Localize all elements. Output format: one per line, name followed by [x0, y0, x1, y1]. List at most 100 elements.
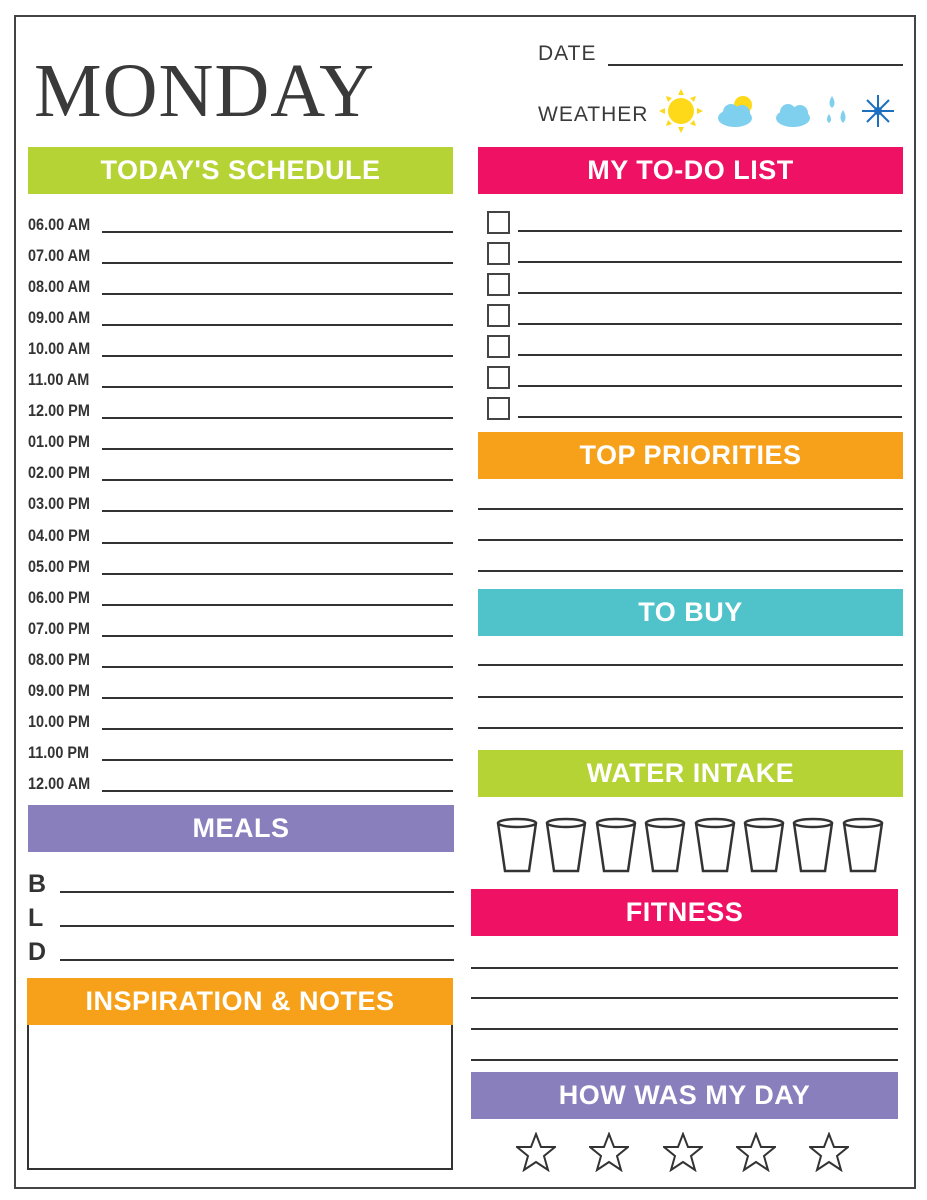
schedule-line[interactable] [102, 479, 453, 482]
star-icon[interactable] [809, 1132, 850, 1172]
partly-cloudy-icon[interactable] [718, 96, 752, 127]
priority-line[interactable] [478, 570, 903, 572]
weather-label: WEATHER [538, 103, 649, 126]
schedule-line[interactable] [102, 510, 453, 513]
schedule-time-label: 09.00 AM [28, 308, 91, 328]
fitness-header: FITNESS [471, 889, 898, 936]
schedule-time-label: 04.00 PM [28, 525, 90, 545]
water-glass-icon[interactable] [792, 815, 836, 875]
schedule-time-label: 12.00 PM [28, 401, 90, 421]
schedule-line[interactable] [102, 417, 453, 420]
page-title: MONDAY [34, 49, 376, 133]
water-glass-icon[interactable] [694, 815, 738, 875]
to-buy-line[interactable] [478, 696, 903, 698]
schedule-line[interactable] [102, 572, 453, 575]
schedule-line[interactable] [102, 386, 453, 389]
date-field[interactable] [608, 64, 903, 66]
fitness-line[interactable] [471, 997, 898, 999]
todo-checkbox[interactable] [487, 242, 510, 265]
schedule-line[interactable] [102, 293, 453, 296]
snowflake-icon[interactable] [862, 95, 894, 127]
schedule-line[interactable] [102, 541, 453, 544]
schedule-time-label: 08.00 AM [28, 277, 91, 297]
todo-checkbox[interactable] [487, 366, 510, 389]
schedule-line[interactable] [102, 231, 453, 233]
schedule-time-label: 07.00 AM [28, 246, 91, 266]
meals-header: MEALS [28, 805, 454, 852]
weather-icons [659, 89, 894, 133]
date-label: DATE [538, 42, 597, 65]
to-buy-header: TO BUY [478, 589, 903, 636]
schedule-line[interactable] [102, 758, 453, 761]
todo-line[interactable] [518, 261, 902, 263]
schedule-header: TODAY'S SCHEDULE [28, 147, 453, 194]
priority-line[interactable] [478, 508, 903, 510]
todo-checkbox[interactable] [487, 335, 510, 358]
fitness-line[interactable] [471, 1028, 898, 1030]
sun-icon[interactable] [659, 89, 703, 133]
water-glass-icon[interactable] [842, 815, 886, 875]
schedule-time-label: 11.00 PM [28, 742, 90, 762]
water-glass-icon[interactable] [743, 815, 787, 875]
meal-line[interactable] [60, 925, 454, 927]
todo-line[interactable] [518, 385, 902, 387]
todo-line[interactable] [518, 416, 902, 418]
schedule-line[interactable] [102, 696, 453, 699]
water-glass-icon[interactable] [496, 815, 540, 875]
todo-line[interactable] [518, 292, 902, 294]
notes-box[interactable] [27, 1025, 453, 1170]
todo-checkbox[interactable] [487, 304, 510, 327]
schedule-time-label: 03.00 PM [28, 494, 90, 514]
schedule-time-label: 06.00 PM [28, 587, 90, 607]
to-buy-line[interactable] [478, 664, 903, 666]
water-glass-icon[interactable] [644, 815, 688, 875]
schedule-time-label: 10.00 PM [28, 711, 90, 731]
schedule-time-label: 09.00 PM [28, 680, 90, 700]
meal-label: L [28, 904, 44, 932]
priorities-header: TOP PRIORITIES [478, 432, 903, 479]
day-rating-header: HOW WAS MY DAY [471, 1072, 898, 1119]
meal-line[interactable] [60, 891, 454, 893]
notes-header: INSPIRATION & NOTES [27, 978, 453, 1025]
todo-line[interactable] [518, 354, 902, 356]
schedule-time-label: 10.00 AM [28, 339, 91, 359]
schedule-line[interactable] [102, 448, 453, 451]
schedule-time-label: 06.00 AM [28, 215, 91, 234]
schedule-line[interactable] [102, 727, 453, 730]
schedule-line[interactable] [102, 324, 453, 327]
fitness-line[interactable] [471, 967, 898, 969]
schedule-time-label: 02.00 PM [28, 463, 90, 483]
schedule-time-label: 05.00 PM [28, 556, 90, 576]
meal-label: D [28, 938, 47, 966]
meal-line[interactable] [60, 959, 454, 961]
todo-checkbox[interactable] [487, 397, 510, 420]
schedule-line[interactable] [102, 355, 453, 358]
schedule-time-label: 08.00 PM [28, 649, 90, 669]
star-icon[interactable] [662, 1132, 703, 1172]
star-icon[interactable] [516, 1132, 556, 1172]
rain-icon[interactable] [827, 96, 846, 123]
todo-header: MY TO-DO LIST [478, 147, 903, 194]
cloud-icon[interactable] [776, 104, 810, 127]
todo-checkbox[interactable] [487, 273, 510, 296]
water-glass-icon[interactable] [545, 815, 589, 875]
todo-line[interactable] [518, 323, 902, 325]
schedule-line[interactable] [102, 603, 453, 606]
schedule-time-label: 01.00 PM [28, 432, 90, 452]
water-glass-icon[interactable] [595, 815, 639, 875]
star-icon[interactable] [589, 1132, 630, 1172]
to-buy-line[interactable] [478, 727, 903, 729]
water-header: WATER INTAKE [478, 750, 903, 797]
page-border [14, 15, 916, 1189]
schedule-line[interactable] [102, 789, 453, 792]
star-icon[interactable] [735, 1132, 776, 1172]
schedule-line[interactable] [102, 634, 453, 637]
schedule-line[interactable] [102, 665, 453, 668]
priority-line[interactable] [478, 539, 903, 541]
todo-checkbox[interactable] [487, 211, 510, 234]
schedule-line[interactable] [102, 262, 453, 265]
todo-line[interactable] [518, 230, 902, 232]
schedule-time-label: 11.00 AM [28, 370, 90, 390]
fitness-line[interactable] [471, 1059, 898, 1061]
